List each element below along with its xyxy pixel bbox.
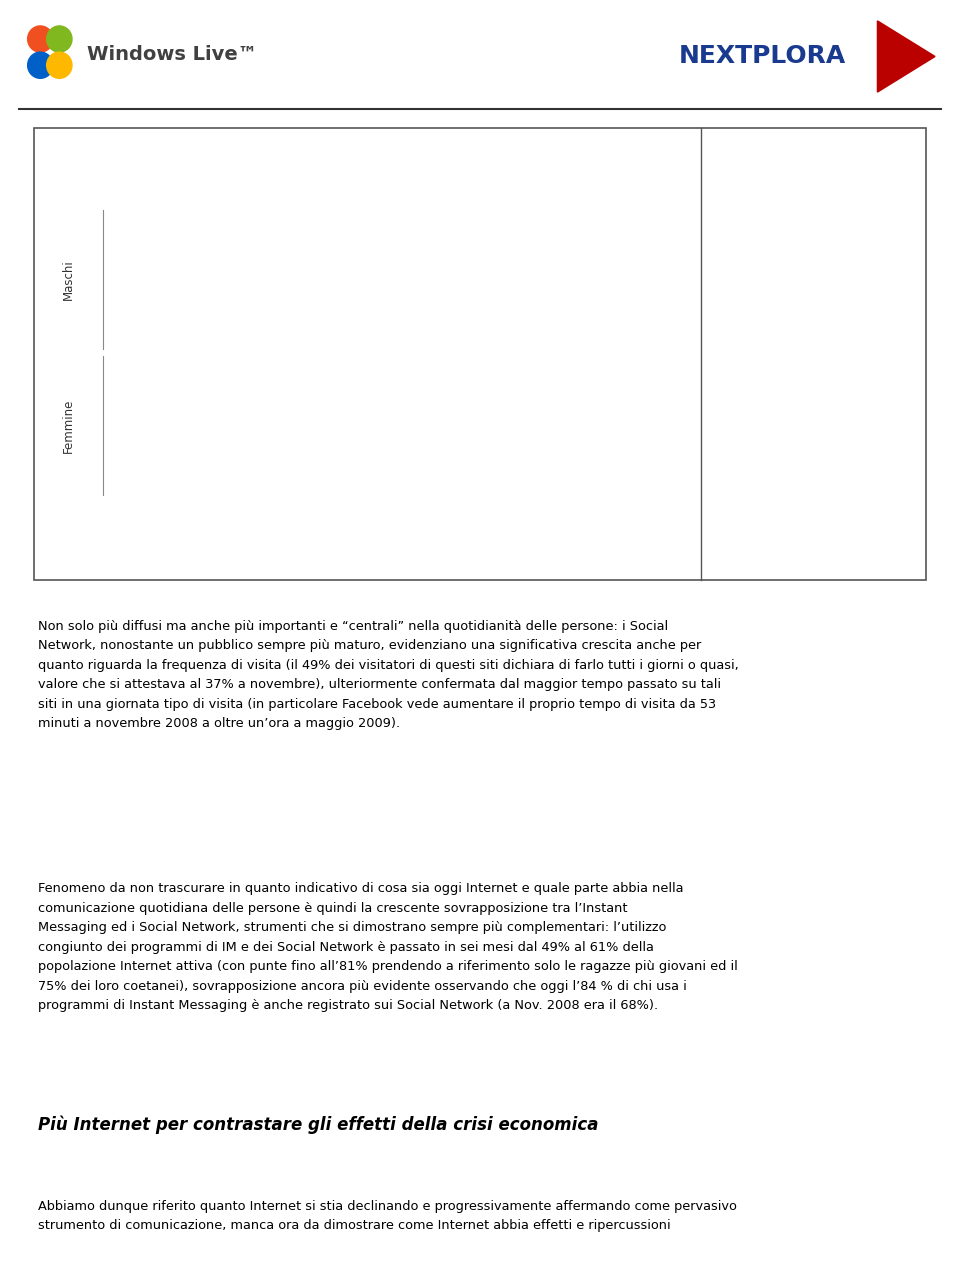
Text: Fenomeno da non trascurare in quanto indicativo di cosa sia oggi Internet e qual: Fenomeno da non trascurare in quanto ind…: [38, 882, 738, 1012]
Bar: [144, 361, 601, 381]
Text: + 25 PPT vs Nov. 2008: + 25 PPT vs Nov. 2008: [610, 403, 708, 412]
Text: 62: 62: [463, 327, 479, 342]
Text: 92: 92: [614, 218, 631, 231]
Polygon shape: [877, 21, 935, 92]
Text: + 31 PPT vs Nov. 2008: + 31 PPT vs Nov. 2008: [488, 330, 587, 339]
Text: 67: 67: [488, 291, 504, 304]
Bar: [144, 178, 519, 199]
Text: Abbiamo dunque riferito quanto Internet si stia declinando e progressivamente af: Abbiamo dunque riferito quanto Internet …: [38, 1201, 737, 1233]
Bar: [144, 214, 611, 236]
Text: 62: 62: [463, 474, 479, 487]
FancyBboxPatch shape: [476, 325, 598, 344]
Text: 86: 86: [585, 401, 601, 413]
Ellipse shape: [28, 53, 53, 78]
FancyBboxPatch shape: [501, 289, 624, 307]
Bar: [144, 288, 484, 308]
Text: Più Internet per contrastare gli effetti della crisi economica: Più Internet per contrastare gli effetti…: [38, 1116, 599, 1134]
Text: + 16 PPT vs Nov. 2008: + 16 PPT vs Nov. 2008: [514, 294, 612, 303]
Text: Non solo più diffusi ma anche più importanti e “centrali” nella quotidianità del: Non solo più diffusi ma anche più import…: [38, 620, 739, 731]
Text: + 34 PPT vs Nov. 2008: + 34 PPT vs Nov. 2008: [559, 439, 658, 448]
Ellipse shape: [28, 26, 53, 53]
Legend: % - Registrati ad almeno 1 Social Network: % - Registrati ad almeno 1 Social Networ…: [227, 530, 478, 548]
FancyBboxPatch shape: [547, 434, 669, 453]
Bar: [144, 470, 459, 490]
Text: 90: 90: [605, 365, 621, 377]
Bar: [144, 250, 504, 272]
Ellipse shape: [47, 26, 72, 53]
Bar: [144, 433, 530, 455]
Text: 71: 71: [508, 256, 524, 268]
Bar: [144, 397, 580, 419]
Text: + 25 PPT vs Nov. 2008: + 25 PPT vs Nov. 2008: [488, 476, 587, 485]
Text: 76: 76: [534, 438, 550, 451]
Text: 74: 74: [523, 182, 540, 195]
Text: Maschi: Maschi: [61, 259, 75, 300]
Text: NEXTPLORA: NEXTPLORA: [679, 45, 846, 68]
FancyBboxPatch shape: [598, 398, 720, 417]
Text: Windows Live™: Windows Live™: [86, 45, 257, 64]
Bar: [144, 324, 459, 345]
FancyBboxPatch shape: [537, 178, 660, 198]
FancyBboxPatch shape: [476, 471, 598, 490]
Text: BASE: Popolazione Internet [+16]  –
casi 1.065 casi: BASE: Popolazione Internet [+16] – casi …: [720, 506, 910, 530]
Ellipse shape: [47, 53, 72, 78]
Text: + 21 PPT vs Nov. 2008: + 21 PPT vs Nov. 2008: [549, 184, 647, 193]
Text: DOM: Hai detto di aver visitato siti di
Social Networking. A quali siti sei
pers: DOM: Hai detto di aver visitato siti di …: [720, 163, 922, 235]
Text: Femmine: Femmine: [61, 398, 75, 453]
